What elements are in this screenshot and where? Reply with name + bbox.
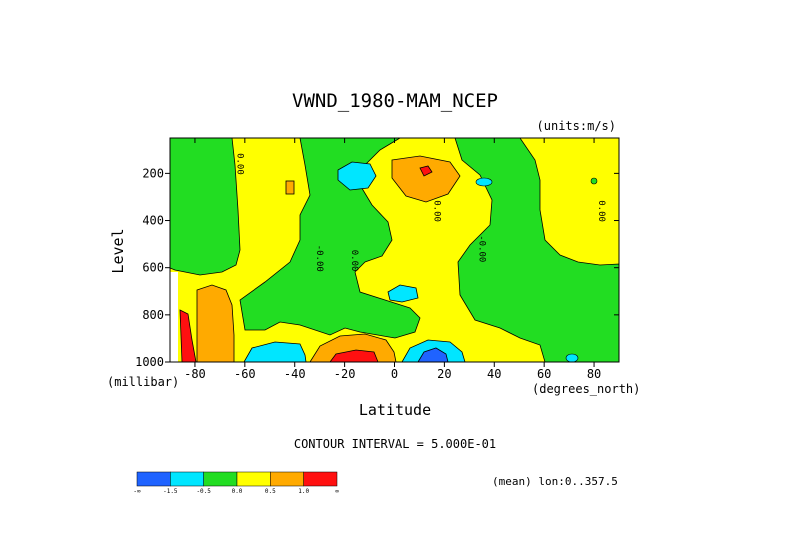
positive-region-small (285, 180, 295, 195)
colorbar-label: -1.5 (163, 488, 178, 495)
colorbar-label: -∞ (133, 488, 141, 495)
contour-label: 0.00 (349, 250, 359, 272)
mean-note: (mean) lon:0..357.5 (492, 475, 618, 488)
contour-label: -0.00 (314, 245, 324, 272)
negative-region-central (239, 137, 421, 339)
y-axis-label: Level (109, 228, 127, 273)
plot-area: 0.00 -0.00 0.00 0.00 -0.00 0.00 (169, 137, 620, 363)
x-tick-label: 40 (487, 367, 501, 381)
negative-region-upper-cyan (337, 161, 377, 191)
colorbar-swatch (170, 471, 204, 487)
positive-region-high (391, 155, 461, 203)
y-tick-label: 800 (142, 308, 164, 322)
colorbar-label: ∞ (335, 488, 339, 495)
colorbar-label: 0.5 (265, 488, 276, 495)
colorbar-swatch (270, 471, 304, 487)
contour-label: 0.00 (431, 200, 441, 222)
negative-region-small-cyan (475, 177, 493, 187)
strong-positive-region-south (179, 309, 197, 363)
contour-label: -0.00 (476, 235, 486, 262)
negative-region-northern (454, 137, 620, 363)
x-tick-label: 0 (391, 367, 398, 381)
colorbar-label: 1.0 (298, 488, 309, 495)
y-tick-label: 400 (142, 214, 164, 228)
x-axis-units: (degrees_north) (532, 382, 640, 396)
colorbar-swatch (203, 471, 238, 487)
colorbar-label: 0.0 (232, 488, 243, 495)
missing-data-area (170, 272, 178, 362)
x-tick-label: -20 (334, 367, 356, 381)
y-axis: 200 400 600 800 1000 (135, 166, 619, 369)
contour-label: 0.00 (234, 153, 244, 175)
chart-title: VWND_1980-MAM_NCEP (292, 90, 498, 112)
contour-label: 0.00 (596, 200, 606, 222)
contour-label-layer: 0.00 -0.00 0.00 0.00 -0.00 0.00 (234, 153, 606, 272)
x-axis: -80 -60 -40 -20 0 20 40 60 80 (184, 138, 601, 381)
x-tick-label: 80 (587, 367, 601, 381)
colorbar-swatch (136, 471, 171, 487)
x-tick-label: 20 (437, 367, 451, 381)
x-tick-label: -40 (284, 367, 306, 381)
y-axis-units: (millibar) (107, 375, 179, 389)
y-tick-label: 200 (142, 166, 164, 180)
small-green-spot (590, 177, 598, 185)
x-tick-label: 60 (537, 367, 551, 381)
colorbar-swatch (236, 471, 271, 487)
x-tick-label: -80 (184, 367, 206, 381)
contour-interval: CONTOUR INTERVAL = 5.000E-01 (294, 437, 496, 451)
colorbar-swatch (303, 471, 338, 487)
colorbar: -∞ -1.5 -0.5 0.0 0.5 1.0 ∞ (133, 471, 339, 495)
y-tick-label: 1000 (135, 355, 164, 369)
x-axis-label: Latitude (359, 401, 431, 419)
negative-region-edge-cyan (565, 353, 579, 363)
y-tick-label: 600 (142, 261, 164, 275)
negative-region-southern (169, 137, 241, 276)
units-note: (units:m/s) (537, 119, 616, 133)
negative-region-mid-cyan (387, 284, 419, 303)
x-tick-label: -60 (234, 367, 256, 381)
positive-region-low-south (196, 284, 235, 363)
colorbar-label: -0.5 (196, 488, 211, 495)
strong-positive-region-upper (419, 165, 433, 177)
